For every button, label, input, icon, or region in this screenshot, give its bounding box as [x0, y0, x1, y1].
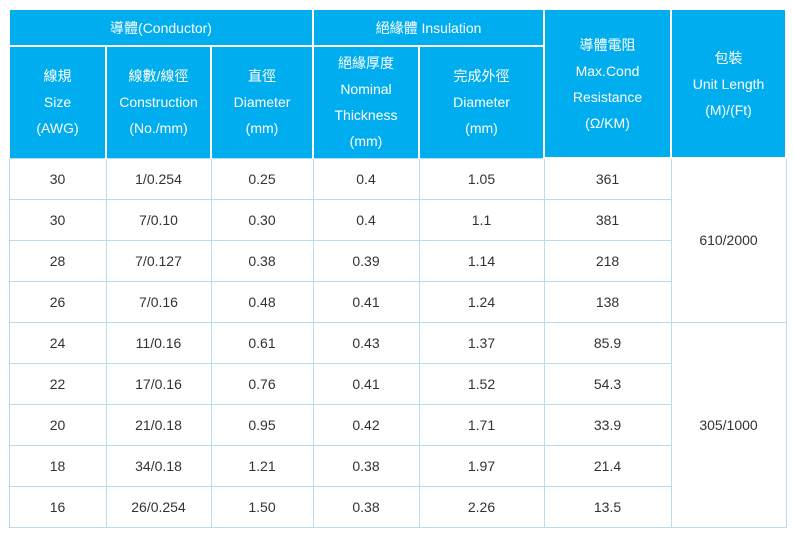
header-col-thickness: 絕緣厚度 Nominal Thickness (mm) — [312, 45, 420, 159]
cell-size: 18 — [8, 444, 107, 487]
header-col-outer-diameter: 完成外徑 Diameter (mm) — [417, 45, 546, 159]
table-row: 18 34/0.18 1.21 0.38 1.97 21.4 — [8, 444, 786, 487]
table-row: 26 7/0.16 0.48 0.41 1.24 138 — [8, 280, 786, 323]
cell-unit-length: 610/2000 — [670, 157, 787, 323]
cell-construction: 34/0.18 — [105, 444, 212, 487]
header-col-diameter: 直徑 Diameter (mm) — [210, 45, 314, 159]
header-group-insulation: 絕緣體 Insulation — [311, 8, 546, 47]
header-columns-row: 線規 Size (AWG) 線數/線徑 Construction (No./mm… — [8, 45, 786, 159]
cell-construction: 17/0.16 — [105, 362, 212, 405]
cell-outer-diameter: 1.71 — [418, 403, 545, 446]
cell-diameter: 1.21 — [210, 444, 314, 487]
cell-size: 26 — [8, 280, 107, 323]
cell-diameter: 0.95 — [210, 403, 314, 446]
cell-thickness: 0.4 — [312, 198, 420, 241]
cell-resistance: 218 — [543, 239, 672, 282]
table-header: 導體(Conductor) 絕緣體 Insulation 導體電阻 Max.Co… — [8, 8, 788, 159]
cell-diameter: 0.25 — [210, 157, 314, 200]
cell-thickness: 0.41 — [312, 362, 420, 405]
cell-size: 24 — [8, 321, 107, 364]
table-row: 30 1/0.254 0.25 0.4 1.05 361 610/2000 — [8, 157, 787, 323]
cell-diameter: 0.38 — [210, 239, 314, 282]
cell-resistance: 138 — [543, 280, 672, 323]
cell-resistance: 21.4 — [543, 444, 672, 487]
cell-diameter: 0.61 — [210, 321, 314, 364]
cell-outer-diameter: 1.24 — [418, 280, 545, 323]
cell-construction: 7/0.127 — [105, 239, 212, 282]
cell-thickness: 0.39 — [312, 239, 420, 282]
cell-thickness: 0.42 — [312, 403, 420, 446]
table-row: 24 11/0.16 0.61 0.43 1.37 85.9 305/1000 — [8, 321, 787, 528]
cell-size: 28 — [8, 239, 107, 282]
cell-outer-diameter: 1.97 — [418, 444, 545, 487]
cell-thickness: 0.38 — [312, 444, 420, 487]
cell-outer-diameter: 1.05 — [418, 157, 545, 200]
cell-resistance: 54.3 — [543, 362, 672, 405]
cell-unit-length: 305/1000 — [670, 321, 787, 528]
cell-construction: 21/0.18 — [105, 403, 212, 446]
wire-spec-table: 導體(Conductor) 絕緣體 Insulation 導體電阻 Max.Co… — [8, 8, 788, 528]
cell-outer-diameter: 1.37 — [418, 321, 545, 364]
cell-resistance: 361 — [543, 157, 672, 200]
cell-outer-diameter: 1.1 — [418, 198, 545, 241]
cell-construction: 11/0.16 — [105, 321, 212, 364]
table-row: 20 21/0.18 0.95 0.42 1.71 33.9 — [8, 403, 786, 446]
cell-diameter: 0.76 — [210, 362, 314, 405]
cell-construction: 7/0.16 — [105, 280, 212, 323]
cell-resistance: 381 — [543, 198, 672, 241]
cell-resistance: 85.9 — [543, 321, 672, 364]
header-group-conductor: 導體(Conductor) — [8, 8, 314, 47]
cell-size: 22 — [8, 362, 107, 405]
cell-size: 30 — [8, 198, 107, 241]
cell-size: 30 — [8, 157, 107, 200]
table-row: 22 17/0.16 0.76 0.41 1.52 54.3 — [8, 362, 786, 405]
header-col-size: 線規 Size (AWG) — [8, 45, 107, 159]
table-row: 16 26/0.254 1.50 0.38 2.26 13.5 — [8, 485, 786, 528]
cell-outer-diameter: 1.52 — [418, 362, 545, 405]
table-body: 30 1/0.254 0.25 0.4 1.05 361 610/2000 30… — [8, 157, 787, 528]
cell-diameter: 0.30 — [210, 198, 314, 241]
cell-size: 20 — [8, 403, 107, 446]
cell-thickness: 0.4 — [312, 157, 420, 200]
header-group-row: 導體(Conductor) 絕緣體 Insulation 導體電阻 Max.Co… — [8, 8, 788, 159]
table-row: 30 7/0.10 0.30 0.4 1.1 381 — [8, 198, 786, 241]
cell-thickness: 0.38 — [312, 485, 420, 528]
cell-resistance: 13.5 — [543, 485, 672, 528]
cell-construction: 7/0.10 — [105, 198, 212, 241]
header-col-unit-length: 包裝 Unit Length (M)/(Ft) — [670, 8, 788, 159]
cell-outer-diameter: 1.14 — [418, 239, 545, 282]
cell-construction: 26/0.254 — [105, 485, 212, 528]
cell-construction: 1/0.254 — [105, 157, 212, 200]
cell-thickness: 0.41 — [312, 280, 420, 323]
cell-size: 16 — [8, 485, 107, 528]
cell-outer-diameter: 2.26 — [418, 485, 545, 528]
cell-resistance: 33.9 — [543, 403, 672, 446]
header-col-construction: 線數/線徑 Construction (No./mm) — [105, 45, 212, 159]
header-col-resistance: 導體電阻 Max.Cond Resistance (Ω/KM) — [543, 8, 673, 159]
table-row: 28 7/0.127 0.38 0.39 1.14 218 — [8, 239, 786, 282]
cell-thickness: 0.43 — [312, 321, 420, 364]
cell-diameter: 1.50 — [210, 485, 314, 528]
cell-diameter: 0.48 — [210, 280, 314, 323]
